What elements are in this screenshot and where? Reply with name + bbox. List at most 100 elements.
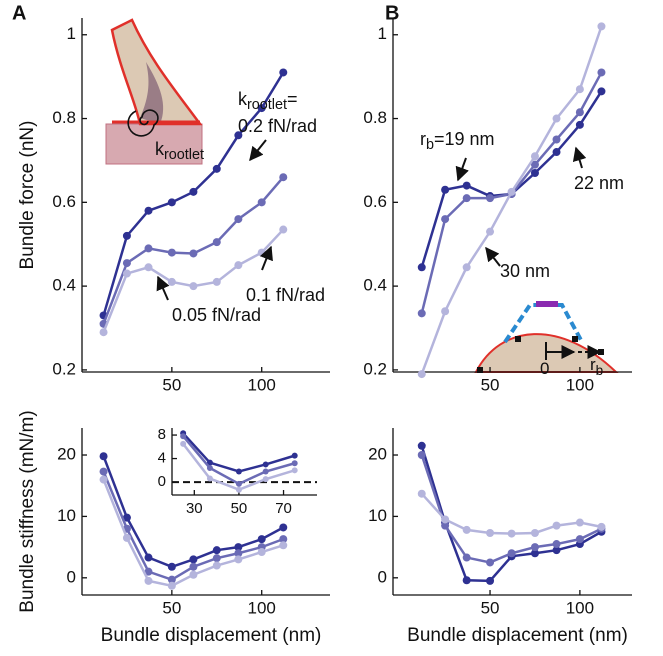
data-point <box>122 259 131 268</box>
data-point <box>462 263 471 272</box>
data-point <box>235 468 242 475</box>
annotation: 0.05 fN/rad <box>172 305 261 325</box>
y-tick-label: 0.4 <box>363 276 387 295</box>
data-point <box>122 513 131 522</box>
data-point <box>189 187 198 196</box>
plot-area <box>417 22 606 379</box>
data-point <box>441 521 450 530</box>
data-point <box>206 459 213 466</box>
data-point <box>441 515 450 524</box>
y-tick-label: 1 <box>67 24 76 43</box>
data-point <box>575 518 584 527</box>
data-point <box>575 535 584 544</box>
y-tick-label: 1 <box>378 24 387 43</box>
data-point <box>441 307 450 316</box>
data-point <box>262 468 269 475</box>
plot-area <box>180 430 298 493</box>
data-point <box>530 543 539 552</box>
arrow <box>156 275 170 301</box>
panel-label: A <box>12 2 26 24</box>
data-point <box>167 277 176 286</box>
data-point <box>552 540 561 549</box>
series-line <box>420 25 603 375</box>
y-tick-label: 10 <box>368 506 387 525</box>
data-point <box>597 22 606 31</box>
data-point <box>144 553 153 562</box>
x-tick-label: 50 <box>162 375 181 394</box>
data-point <box>486 194 495 203</box>
x-tick-label: 30 <box>186 500 203 517</box>
y-tick-label: 0 <box>67 567 76 586</box>
series-line <box>420 492 602 535</box>
data-point <box>212 561 221 570</box>
data-point <box>99 467 108 476</box>
data-point <box>575 85 584 94</box>
data-point <box>417 370 426 379</box>
data-point <box>279 523 288 532</box>
annotation-sub: rootlet <box>247 97 287 113</box>
annotation-tail: = <box>287 89 298 109</box>
sketch-label-sub: rootlet <box>164 147 204 163</box>
series-line <box>420 445 603 583</box>
data-point <box>462 181 471 190</box>
y-tick-label: 0 <box>158 473 166 490</box>
data-point <box>99 475 108 484</box>
y-axis-label: Bundle force (nN) <box>17 121 38 270</box>
data-point <box>552 114 561 123</box>
data-point <box>212 238 221 247</box>
data-point <box>212 554 221 563</box>
x-axis-label: Bundle displacement (nm) <box>407 625 628 646</box>
data-point <box>486 558 495 567</box>
data-point <box>144 206 153 215</box>
data-point <box>575 108 584 117</box>
data-point <box>291 467 298 474</box>
y-tick-label: 20 <box>57 444 76 463</box>
x-tick-label: 70 <box>275 500 292 517</box>
data-point <box>552 521 561 530</box>
data-point <box>417 489 426 498</box>
x-axis-label: Bundle displacement (nm) <box>101 625 322 646</box>
y-tick-label: 0.8 <box>52 108 76 127</box>
data-point <box>462 525 471 534</box>
data-point <box>597 68 606 77</box>
y-tick-label: 4 <box>158 450 166 467</box>
arrow <box>455 157 469 182</box>
sketch-label: rb <box>590 355 603 377</box>
data-point <box>552 135 561 144</box>
data-point <box>441 215 450 224</box>
data-point <box>552 148 561 157</box>
arrow <box>249 139 267 162</box>
y-tick-label: 20 <box>368 444 387 463</box>
data-point <box>486 528 495 537</box>
data-point <box>212 277 221 286</box>
annotation-main: r <box>420 129 426 149</box>
sketch-label-main: r <box>590 355 596 374</box>
data-point <box>122 533 131 542</box>
data-point <box>507 187 516 196</box>
x-tick-label: 50 <box>231 500 248 517</box>
data-point <box>417 309 426 318</box>
data-point <box>257 198 266 207</box>
y-tick-label: 0.2 <box>52 359 76 378</box>
data-point <box>235 480 242 487</box>
data-point <box>530 160 539 169</box>
data-point <box>597 522 606 531</box>
x-tick-label: 100 <box>566 375 594 394</box>
data-point <box>234 543 243 552</box>
data-point <box>257 535 266 544</box>
data-point <box>530 169 539 178</box>
x-tick-label: 100 <box>566 598 594 617</box>
data-point <box>262 476 269 483</box>
data-point <box>206 475 213 482</box>
arrow <box>485 246 501 267</box>
data-point <box>507 549 516 558</box>
sketch-label: krootlet <box>155 139 204 163</box>
plot-area <box>99 452 288 590</box>
data-point <box>234 261 243 270</box>
data-point <box>144 244 153 253</box>
data-point <box>462 194 471 203</box>
annotation: krootlet= <box>238 89 298 113</box>
data-point <box>279 68 288 77</box>
data-point <box>167 198 176 207</box>
